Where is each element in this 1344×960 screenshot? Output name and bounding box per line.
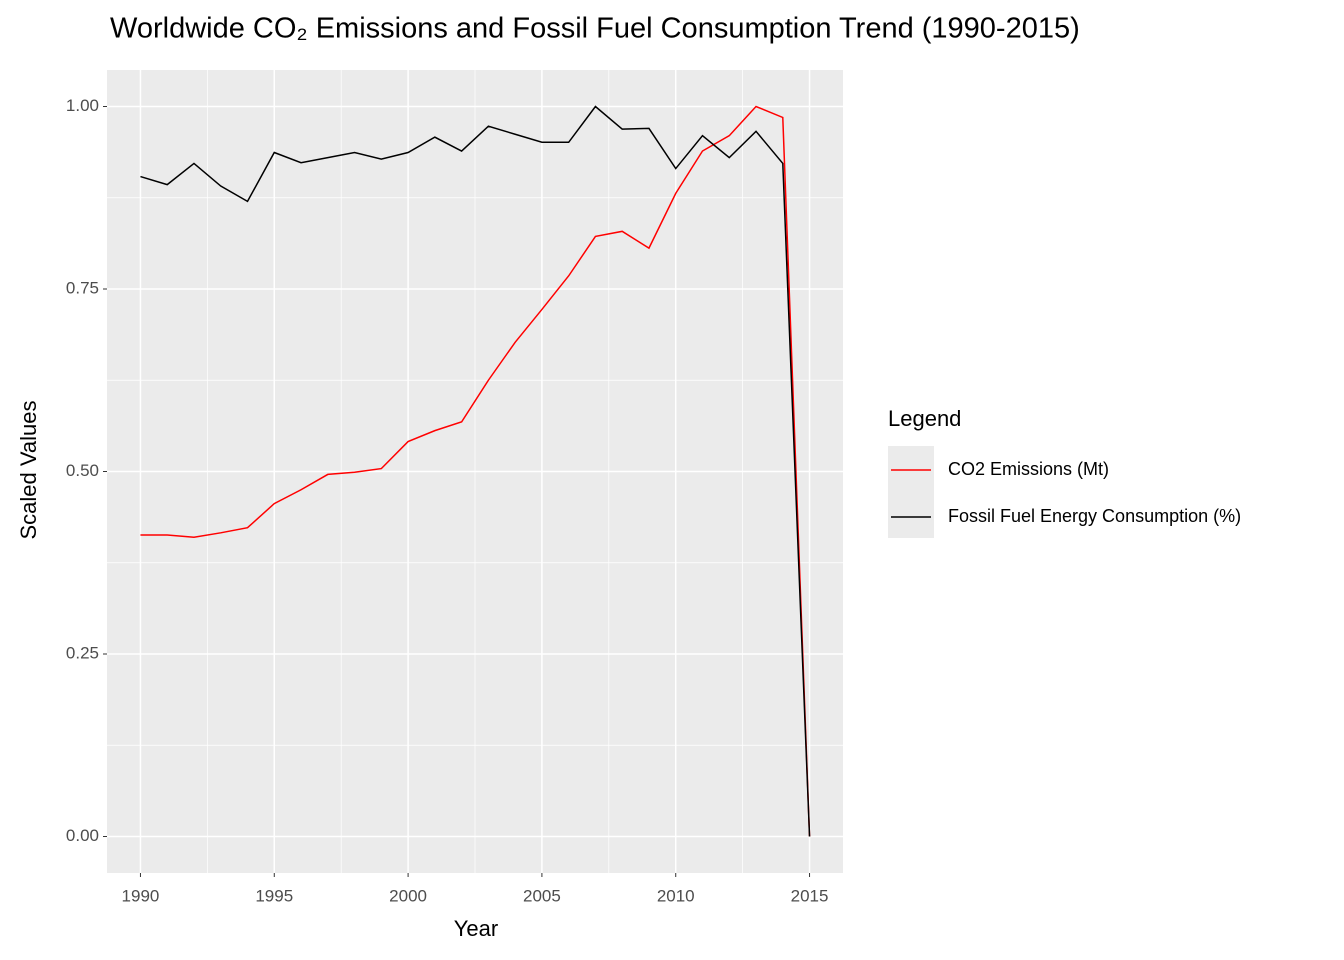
series-line — [140, 105, 811, 837]
y-tick-label: 0.75 — [66, 278, 99, 297]
x-tick-label: 1990 — [122, 886, 160, 905]
x-tick-label: 2005 — [523, 886, 561, 905]
y-tick-label: 1.00 — [66, 96, 99, 115]
legend-label: Fossil Fuel Energy Consumption (%) — [948, 506, 1241, 526]
legend-title: Legend — [888, 406, 961, 431]
legend-label: CO2 Emissions (Mt) — [948, 459, 1109, 479]
y-tick-label: 0.50 — [66, 461, 99, 480]
x-tick-label: 2000 — [389, 886, 427, 905]
legend-key-bg — [888, 446, 934, 538]
x-tick-label: 2010 — [657, 886, 695, 905]
series-line — [140, 105, 811, 837]
x-tick-label: 1995 — [255, 886, 293, 905]
x-tick-label: 2015 — [791, 886, 829, 905]
y-tick-label: 0.00 — [66, 826, 99, 845]
y-tick-label: 0.25 — [66, 643, 99, 662]
y-axis-label: Scaled Values — [16, 400, 41, 539]
chart-title: Worldwide CO₂ Emissions and Fossil Fuel … — [110, 13, 1080, 45]
x-axis-label: Year — [454, 916, 498, 941]
